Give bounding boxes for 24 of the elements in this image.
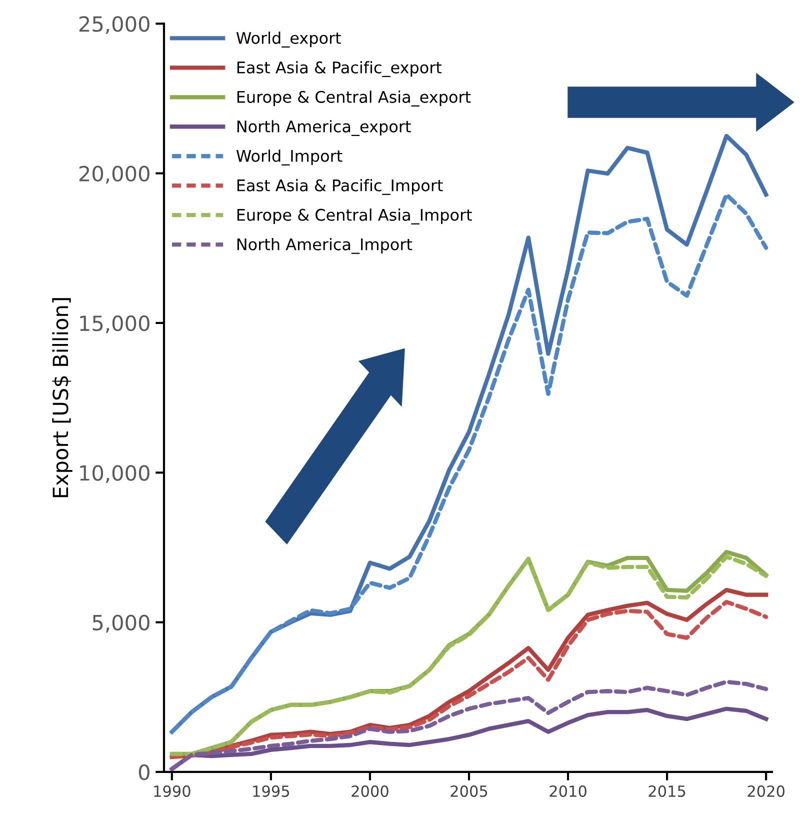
y-axis-title: Export [US$ Billion] (52, 298, 72, 498)
legend-label: Europe & Central Asia_Import (237, 208, 472, 224)
x-tick-label: 2005 (450, 785, 488, 797)
legend-label: North America_Import (237, 238, 412, 254)
legend-label: North America_export (237, 120, 411, 136)
legend-label: East Asia & Pacific_Import (237, 179, 443, 195)
x-tick-label: 2020 (748, 785, 784, 797)
y-tick-label: 20,000 (79, 166, 150, 184)
line-series (170, 680, 768, 772)
y-tick-label: 5,000 (92, 614, 150, 633)
y-tick-label: 0 (138, 764, 150, 780)
x-tick-label: 2015 (648, 785, 686, 797)
x-tick-label: 2000 (352, 785, 388, 797)
x-tick-label: 1995 (253, 785, 290, 797)
x-tick-label: 2010 (550, 785, 586, 797)
legend-label: World_export (236, 32, 341, 48)
legend-label: East Asia & Pacific_export (237, 61, 442, 78)
y-tick-label: 15,000 (80, 315, 150, 334)
legend-label: Europe & Central Asia_export (237, 90, 471, 107)
line-series (170, 706, 768, 772)
y-tick-label: 10,000 (80, 465, 150, 483)
legend-label: World_Import (236, 150, 342, 166)
x-tick-label: 1990 (154, 785, 190, 797)
y-tick-label: 25,000 (79, 16, 150, 34)
